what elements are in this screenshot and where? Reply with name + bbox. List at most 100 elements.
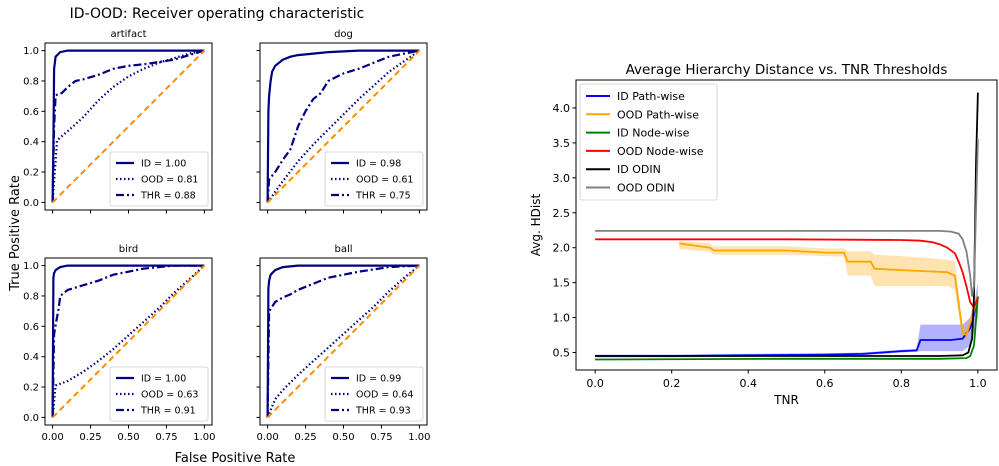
y-axis-label: Avg. HDist xyxy=(529,194,543,257)
band-id-path-wise xyxy=(595,282,978,358)
y-tick-label: 0.6 xyxy=(23,322,39,333)
y-tick-label: 0.4 xyxy=(23,137,39,148)
legend-label: OOD = 0.61 xyxy=(356,175,413,186)
series-id-node-wise xyxy=(595,296,979,361)
roc-subplot-bird: bird 0.0 0.2 0.4 0.6 0.8 1.0 0.00 0.25 0.50 0.75 1.… xyxy=(23,244,215,443)
legend-label: THR = 0.88 xyxy=(140,191,196,202)
y-tick-label: 4.0 xyxy=(553,102,571,115)
legend-label: OOD Path-wise xyxy=(617,108,699,121)
legend-label: ID = 1.00 xyxy=(141,159,186,170)
x-tick-label: 0.50 xyxy=(117,432,139,443)
y-tick-label: 0.6 xyxy=(23,107,39,118)
legend-label: OOD = 0.63 xyxy=(141,390,198,401)
y-tick-label: 3.5 xyxy=(553,137,571,150)
left-figure-title: ID-OOD: Receiver operating characteristi… xyxy=(70,6,365,22)
left-xlabel: False Positive Rate xyxy=(175,451,296,466)
left-ylabel: True Positive Rate xyxy=(8,175,23,292)
series-ood-path-wise xyxy=(679,242,979,337)
subplot-title: artifact xyxy=(110,29,146,40)
legend-label: OOD = 0.81 xyxy=(141,175,198,186)
legend-label: ID = 0.99 xyxy=(356,374,401,385)
x-axis-label: TNR xyxy=(773,393,799,407)
x-tick-label: 1.00 xyxy=(193,432,215,443)
diagonal-line xyxy=(51,49,206,204)
roc-subplot-artifact: artifact 0.0 0.2 0.4 0.6 0.8 1.0 ID = 1.00 OOD =… xyxy=(23,29,213,214)
legend: ID = 1.00 OOD = 0.63 THR = 0.91 xyxy=(109,366,209,422)
legend-label: ID = 1.00 xyxy=(141,374,186,385)
series-ood-odin xyxy=(595,139,979,297)
x-tick-label: 0.75 xyxy=(155,432,177,443)
y-tick-label: 3.0 xyxy=(553,172,571,185)
legend: ID Path-wise OOD Path-wise ID Node-wise OOD… xyxy=(579,83,718,201)
x-tick-label: 0.8 xyxy=(893,377,911,390)
x-tick-label: 0.00 xyxy=(256,432,278,443)
y-tick-label: 0.2 xyxy=(23,168,39,179)
diagonal-line xyxy=(266,49,421,204)
legend-box xyxy=(579,83,718,201)
x-tick-label: 0.00 xyxy=(41,432,63,443)
y-tick-label: 0.0 xyxy=(23,413,39,424)
legend-label: THR = 0.75 xyxy=(355,191,411,202)
roc-series-dashdot xyxy=(266,264,420,418)
hdist-chart: 0.0 0.2 0.4 0.6 0.8 1.0 0.5 1.0 1.5 2.0 2.5 3.0 3.5 4… xyxy=(529,62,998,407)
diagonal-line xyxy=(51,264,206,419)
x-tick-label: 0.25 xyxy=(79,432,101,443)
x-tick-label: 0.50 xyxy=(332,432,354,443)
roc-series-solid xyxy=(266,264,420,418)
legend-label: ID Path-wise xyxy=(617,90,685,103)
legend-label: OOD ODIN xyxy=(617,182,675,195)
legend-box xyxy=(109,366,209,422)
roc-series-dotted xyxy=(51,49,205,203)
roc-series-solid xyxy=(51,264,205,418)
y-tick-label: 0.8 xyxy=(23,291,39,302)
y-tick-label: 1.0 xyxy=(23,46,39,57)
x-tick-label: 0.4 xyxy=(739,377,757,390)
x-tick-label: 1.00 xyxy=(408,432,430,443)
legend-label: ID ODIN xyxy=(617,163,661,176)
legend: ID = 0.99 OOD = 0.64 THR = 0.93 xyxy=(324,366,424,422)
x-tick-label: 0.6 xyxy=(816,377,834,390)
roc-series-dashdot xyxy=(266,49,420,203)
subplot-title: ball xyxy=(334,244,352,255)
plot-area xyxy=(595,92,979,361)
y-tick-label: 1.0 xyxy=(23,261,39,272)
roc-series-solid xyxy=(266,49,420,203)
band-ood-path-wise xyxy=(679,240,978,340)
roc-series-dotted xyxy=(266,49,421,204)
legend: ID = 0.98 OOD = 0.61 THR = 0.75 xyxy=(324,151,424,207)
legend-box xyxy=(109,151,209,207)
x-tick-label: 0.25 xyxy=(294,432,316,443)
subplot-title: bird xyxy=(119,244,138,255)
subplot-title: dog xyxy=(334,29,353,40)
y-tick-label: 2.0 xyxy=(553,242,571,255)
y-tick-label: 0.5 xyxy=(553,347,571,360)
diagonal-line xyxy=(266,264,421,419)
legend-box xyxy=(324,151,424,207)
roc-subplot-dog: dog ID = 0.98 OOD = 0.61 THR = 0.75 xyxy=(256,29,428,214)
y-tick-label: 1.5 xyxy=(553,277,571,290)
chart-layer: artifact 0.0 0.2 0.4 0.6 0.8 1.0 ID = 1.00 OOD =… xyxy=(23,29,998,443)
roc-series-dashdot xyxy=(51,264,205,418)
x-tick-label: 1.0 xyxy=(969,377,987,390)
x-tick-label: 0.2 xyxy=(663,377,681,390)
legend-label: ID Node-wise xyxy=(617,127,690,140)
legend-label: THR = 0.93 xyxy=(355,406,411,417)
chart-title: Average Hierarchy Distance vs. TNR Thres… xyxy=(626,62,948,78)
roc-series-dotted xyxy=(266,264,421,418)
axes-frame xyxy=(575,79,998,371)
y-tick-label: 0.4 xyxy=(23,352,39,363)
legend-label: OOD Node-wise xyxy=(617,145,704,158)
roc-subplot-ball: ball 0.00 0.25 0.50 0.75 1.00 ID = 0.99 OOD = 0… xyxy=(256,244,430,443)
roc-series-dashdot xyxy=(51,49,205,203)
y-tick-label: 2.5 xyxy=(553,207,571,220)
legend-label: ID = 0.98 xyxy=(356,159,401,170)
x-tick-label: 0.75 xyxy=(370,432,392,443)
legend-label: OOD = 0.64 xyxy=(356,390,413,401)
x-tick-label: 0.0 xyxy=(586,377,604,390)
y-tick-label: 1.0 xyxy=(553,312,571,325)
legend-label: THR = 0.91 xyxy=(140,406,196,417)
y-tick-label: 0.0 xyxy=(23,198,39,209)
legend-box xyxy=(324,366,424,422)
legend: ID = 1.00 OOD = 0.81 THR = 0.88 xyxy=(109,151,209,207)
